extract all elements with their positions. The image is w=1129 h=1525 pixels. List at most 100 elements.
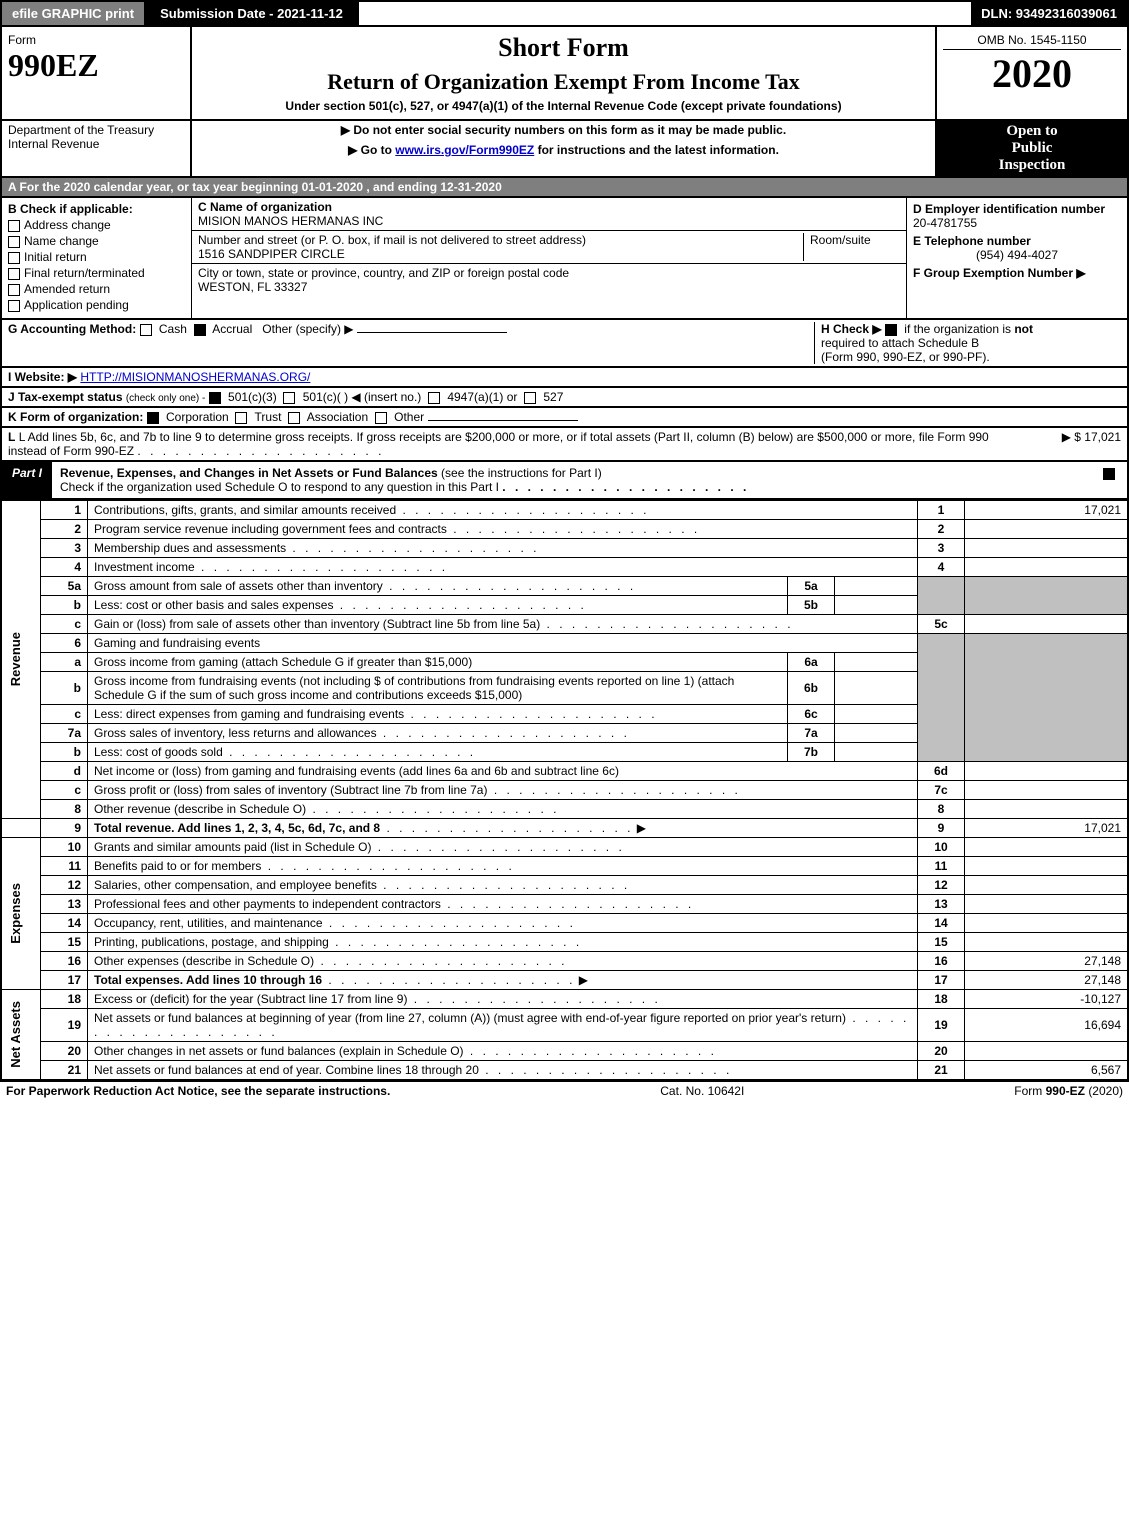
website-link[interactable]: HTTP://MISIONMANOSHERMANAS.ORG/ bbox=[80, 370, 310, 384]
line-num: 3 bbox=[41, 539, 88, 558]
checkbox-icon[interactable] bbox=[209, 392, 221, 404]
line-desc: Gross sales of inventory, less returns a… bbox=[88, 724, 788, 743]
line-desc: Less: cost or other basis and sales expe… bbox=[88, 596, 788, 615]
line-ref: 18 bbox=[918, 990, 965, 1009]
line-desc: Total revenue. Add lines 1, 2, 3, 4, 5c,… bbox=[88, 819, 918, 838]
k-o1: Corporation bbox=[166, 410, 229, 424]
j-o3: 4947(a)(1) or bbox=[447, 390, 517, 404]
line-desc: Grants and similar amounts paid (list in… bbox=[88, 838, 918, 857]
b-opt-0-label: Address change bbox=[24, 218, 111, 232]
line-desc: Benefits paid to or for members bbox=[88, 857, 918, 876]
line-ref: 2 bbox=[918, 520, 965, 539]
b-opt-0[interactable]: Address change bbox=[8, 218, 185, 232]
c-name-label: C Name of organization bbox=[198, 200, 332, 214]
dept-row: Department of the Treasury Internal Reve… bbox=[0, 121, 1129, 178]
expenses-section-label: Expenses bbox=[1, 838, 41, 990]
omb-number: OMB No. 1545-1150 bbox=[943, 33, 1121, 50]
line-amt bbox=[965, 1042, 1129, 1061]
j-label: J Tax-exempt status bbox=[8, 390, 123, 404]
line-subamt bbox=[835, 672, 918, 705]
street-cell: Number and street (or P. O. box, if mail… bbox=[192, 231, 906, 264]
line-desc: Salaries, other compensation, and employ… bbox=[88, 876, 918, 895]
line-amt bbox=[965, 857, 1129, 876]
line-amt bbox=[965, 520, 1129, 539]
info-grid: B Check if applicable: Address change Na… bbox=[0, 198, 1129, 320]
l-text: L L Add lines 5b, 6c, and 7b to line 9 t… bbox=[8, 430, 1011, 458]
part-1-tag: Part I bbox=[2, 462, 52, 498]
checkbox-icon[interactable] bbox=[375, 412, 387, 424]
warn-ssn: ▶ Do not enter social security numbers o… bbox=[198, 123, 929, 137]
footer-form-post: (2020) bbox=[1088, 1084, 1123, 1098]
checkbox-icon[interactable] bbox=[428, 392, 440, 404]
checkbox-icon[interactable] bbox=[147, 412, 159, 424]
short-form-title: Short Form bbox=[198, 33, 929, 63]
form-header: Form 990EZ Short Form Return of Organiza… bbox=[0, 27, 1129, 121]
line-num: 2 bbox=[41, 520, 88, 539]
line-num: 13 bbox=[41, 895, 88, 914]
b-title: B Check if applicable: bbox=[8, 202, 185, 216]
checkbox-icon[interactable] bbox=[140, 324, 152, 336]
checkbox-icon[interactable] bbox=[235, 412, 247, 424]
k-other-input[interactable] bbox=[428, 420, 578, 421]
line-num: d bbox=[41, 762, 88, 781]
h-text3: required to attach Schedule B bbox=[821, 336, 979, 350]
checkbox-icon[interactable] bbox=[283, 392, 295, 404]
h-text4: (Form 990, 990-EZ, or 990-PF). bbox=[821, 350, 990, 364]
checkbox-icon[interactable] bbox=[194, 324, 206, 336]
line-amt: -10,127 bbox=[965, 990, 1129, 1009]
tel-label: E Telephone number bbox=[913, 234, 1121, 248]
line-desc: Occupancy, rent, utilities, and maintena… bbox=[88, 914, 918, 933]
omb-year-cell: OMB No. 1545-1150 2020 bbox=[937, 27, 1127, 119]
title-block: Short Form Return of Organization Exempt… bbox=[192, 27, 937, 119]
line-desc: Other changes in net assets or fund bala… bbox=[88, 1042, 918, 1061]
line-num: 5a bbox=[41, 577, 88, 596]
line-amt bbox=[965, 539, 1129, 558]
irs-link[interactable]: www.irs.gov/Form990EZ bbox=[395, 143, 534, 157]
line-subamt bbox=[835, 577, 918, 596]
checkbox-icon[interactable] bbox=[524, 392, 536, 404]
netassets-section-label: Net Assets bbox=[1, 990, 41, 1081]
h-label: H Check ▶ bbox=[821, 322, 882, 336]
line-ref: 7c bbox=[918, 781, 965, 800]
line-amt bbox=[965, 615, 1129, 634]
section-def: D Employer identification number 20-4781… bbox=[907, 198, 1127, 318]
line-num: 9 bbox=[41, 819, 88, 838]
form-name: 990EZ bbox=[8, 47, 184, 84]
part-1-check-text: Check if the organization used Schedule … bbox=[60, 480, 499, 494]
g-label: G Accounting Method: bbox=[8, 322, 136, 336]
shade bbox=[918, 577, 965, 615]
b-opt-5[interactable]: Application pending bbox=[8, 298, 185, 312]
checkbox-icon[interactable] bbox=[885, 324, 897, 336]
b-opt-3[interactable]: Final return/terminated bbox=[8, 266, 185, 280]
b-opt-2[interactable]: Initial return bbox=[8, 250, 185, 264]
line-ref: 12 bbox=[918, 876, 965, 895]
line-desc: Gaming and fundraising events bbox=[88, 634, 918, 653]
line-num: 15 bbox=[41, 933, 88, 952]
section-c: C Name of organization MISION MANOS HERM… bbox=[192, 198, 907, 318]
part-1-header: Part I Revenue, Expenses, and Changes in… bbox=[0, 462, 1129, 500]
subtitle: Under section 501(c), 527, or 4947(a)(1)… bbox=[198, 99, 929, 113]
tax-period: A For the 2020 calendar year, or tax yea… bbox=[0, 178, 1129, 198]
b-opt-1[interactable]: Name change bbox=[8, 234, 185, 248]
i-label: I Website: ▶ bbox=[8, 370, 77, 384]
b-opt-4[interactable]: Amended return bbox=[8, 282, 185, 296]
line-num: 12 bbox=[41, 876, 88, 895]
efile-print-button[interactable]: efile GRAPHIC print bbox=[2, 2, 146, 25]
checkbox-icon[interactable] bbox=[288, 412, 300, 424]
line-num: b bbox=[41, 743, 88, 762]
line-desc: Membership dues and assessments bbox=[88, 539, 918, 558]
line-ref: 6d bbox=[918, 762, 965, 781]
part-1-checkbox[interactable] bbox=[1095, 462, 1127, 498]
g-other-input[interactable] bbox=[357, 332, 507, 333]
line-num: 4 bbox=[41, 558, 88, 577]
line-desc: Gross income from gaming (attach Schedul… bbox=[88, 653, 788, 672]
line-subamt bbox=[835, 705, 918, 724]
page-footer: For Paperwork Reduction Act Notice, see … bbox=[0, 1081, 1129, 1100]
street-address: 1516 SANDPIPER CIRCLE bbox=[198, 247, 345, 261]
line-sub: 6b bbox=[788, 672, 835, 705]
ein-value: 20-4781755 bbox=[913, 216, 1121, 230]
line-desc: Other expenses (describe in Schedule O) bbox=[88, 952, 918, 971]
line-sub: 7b bbox=[788, 743, 835, 762]
spacer bbox=[359, 2, 971, 25]
b-opt-5-label: Application pending bbox=[24, 298, 129, 312]
